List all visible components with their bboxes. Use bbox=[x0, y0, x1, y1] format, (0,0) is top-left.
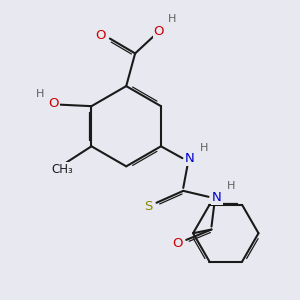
Text: CH₃: CH₃ bbox=[51, 163, 73, 176]
Text: H: H bbox=[226, 182, 235, 191]
Text: O: O bbox=[49, 97, 59, 110]
Text: O: O bbox=[96, 29, 106, 42]
Text: O: O bbox=[154, 25, 164, 38]
Text: H: H bbox=[36, 89, 44, 99]
Text: N: N bbox=[212, 191, 222, 204]
Text: O: O bbox=[173, 237, 183, 250]
Text: S: S bbox=[144, 200, 152, 213]
Text: H: H bbox=[168, 14, 176, 24]
Text: N: N bbox=[185, 152, 195, 165]
Text: H: H bbox=[200, 143, 208, 153]
